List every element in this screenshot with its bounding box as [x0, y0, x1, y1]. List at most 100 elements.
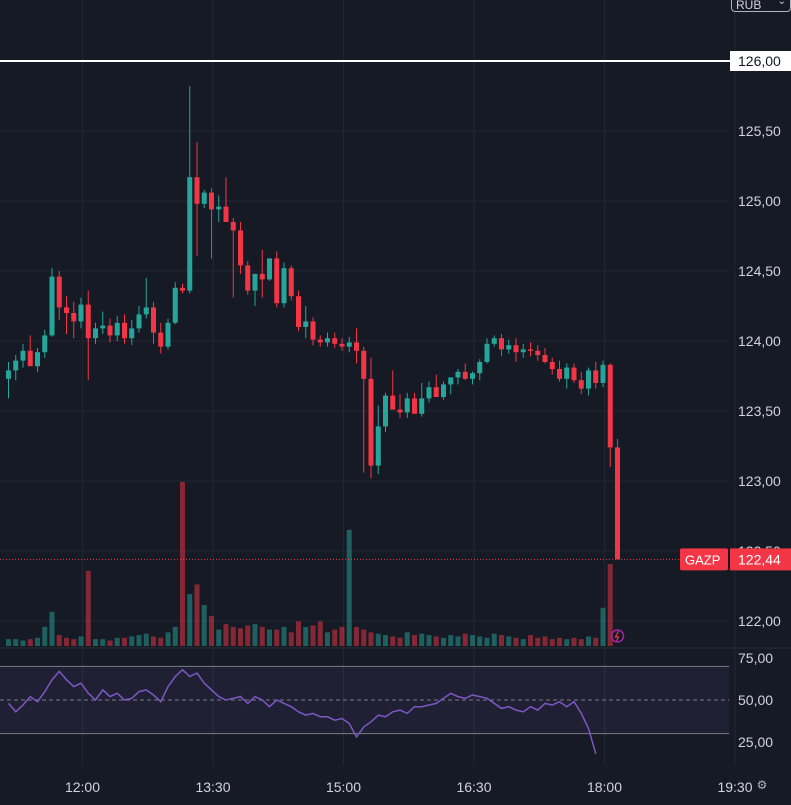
candle-body: [143, 307, 149, 315]
volume-bar: [158, 637, 164, 646]
volume-bar: [535, 637, 541, 646]
volume-bar: [462, 633, 468, 646]
candle-body: [230, 222, 236, 231]
candle-body: [332, 338, 338, 344]
volume-bar: [419, 633, 425, 646]
volume-bar: [325, 632, 330, 646]
candle-body: [274, 258, 280, 304]
candle-body: [542, 355, 548, 362]
time-axis-label: 13:30: [195, 779, 230, 795]
candle-body: [368, 378, 374, 466]
volume-bar: [528, 635, 533, 646]
candle-body: [165, 322, 171, 347]
volume-bar: [281, 626, 287, 646]
hline-label: 126,00: [738, 53, 781, 69]
candle-body: [520, 349, 526, 353]
volume-bar: [180, 482, 185, 646]
volume-bar: [267, 629, 272, 646]
candle-body: [615, 447, 620, 560]
volume-bar: [13, 639, 19, 646]
volume-bar: [129, 636, 135, 646]
candle-body: [383, 395, 388, 427]
candle-body: [216, 206, 222, 210]
lightning-bolt-icon: [614, 630, 620, 642]
volume-bar: [412, 635, 417, 646]
candle-body: [267, 258, 272, 280]
candle-body: [100, 325, 106, 329]
volume-bar: [245, 625, 251, 646]
volume-bar: [564, 639, 570, 646]
candle-body: [49, 276, 55, 336]
candle-body: [470, 373, 475, 379]
candle-body: [288, 268, 294, 297]
candle-body: [448, 377, 454, 385]
candle-body: [310, 321, 316, 340]
candle-body: [390, 395, 396, 410]
candle-body: [528, 349, 533, 351]
volume-bar: [491, 633, 497, 646]
volume-bar: [223, 624, 229, 646]
candle-body: [93, 328, 98, 339]
candle-body: [593, 370, 599, 383]
volume-bar: [361, 629, 367, 646]
volume-bar: [194, 584, 200, 646]
price-axis-label: 125,00: [738, 193, 781, 209]
volume-bar: [78, 636, 84, 646]
candle-body: [6, 370, 11, 379]
candle-body: [513, 345, 519, 353]
candle-body: [317, 339, 323, 343]
volume-bar: [354, 626, 359, 646]
candle-body: [557, 369, 562, 379]
currency-selector[interactable]: RUB ⌄: [731, 0, 791, 12]
volume-bar: [404, 632, 410, 646]
candle-body: [361, 350, 367, 379]
hline-label-box: [730, 51, 791, 71]
volume-bar: [455, 636, 461, 646]
lightning-indicator-icon: [610, 629, 625, 643]
volume-bar: [441, 637, 446, 646]
volume-bar: [303, 626, 309, 646]
candle-body: [404, 398, 410, 413]
volume-bar: [85, 570, 91, 646]
candle-body: [412, 398, 417, 414]
volume-bar: [513, 637, 519, 646]
volume-bar: [339, 626, 345, 646]
candle-body: [296, 296, 301, 327]
candle-body: [158, 332, 164, 347]
volume-bar: [201, 605, 207, 646]
volume-bar: [296, 621, 301, 646]
rsi-line: [7, 668, 597, 755]
volume-bar: [143, 633, 149, 646]
rsi-axis-label: 25,00: [738, 734, 773, 750]
price-axis-label: 124,50: [738, 263, 781, 279]
chevron-down-icon: ⌄: [777, 0, 786, 7]
candle-body: [375, 426, 381, 466]
volume-bar: [607, 564, 613, 646]
candle-body: [151, 307, 156, 333]
price-axis-label: 123,00: [738, 473, 781, 489]
candle-body: [535, 350, 541, 355]
time-axis-label: 16:30: [456, 779, 491, 795]
gear-icon[interactable]: ⚙: [756, 778, 768, 792]
candle-body: [426, 387, 432, 399]
volume-bar: [426, 635, 432, 646]
candle-body: [35, 352, 40, 367]
volume-bar: [586, 636, 591, 646]
volume-bar: [114, 637, 120, 646]
volume-bar: [209, 615, 214, 646]
candle-body: [455, 371, 461, 378]
volume-bar: [259, 626, 265, 646]
rsi-axis-label: 50,00: [738, 692, 773, 708]
candle-body: [107, 325, 113, 336]
volume-bar: [238, 628, 243, 646]
volume-bar: [20, 640, 26, 646]
time-axis-label: 15:00: [326, 779, 361, 795]
candle-body: [245, 265, 251, 291]
candle-body: [56, 276, 62, 308]
last-price-box: [730, 548, 791, 571]
price-axis-label: 124,00: [738, 333, 781, 349]
candle-body: [600, 364, 606, 383]
volume-bar: [6, 639, 11, 646]
